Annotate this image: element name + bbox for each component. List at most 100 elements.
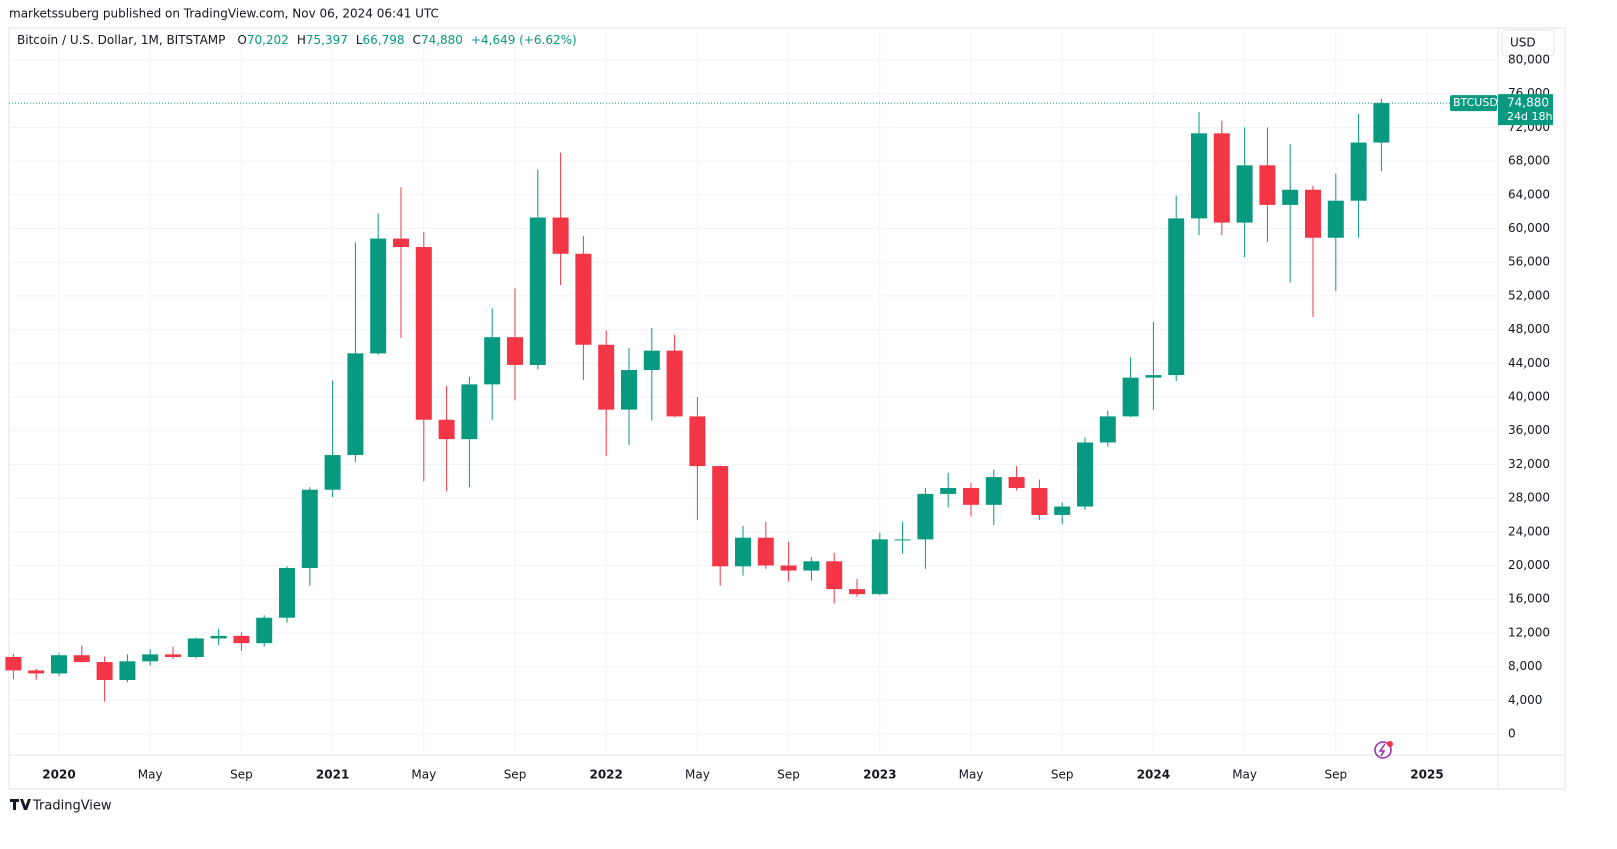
legend-key: L <box>356 33 363 47</box>
legend-value: 75,397 <box>306 33 348 47</box>
candle-body <box>871 539 888 595</box>
candle-body <box>894 539 911 541</box>
legend-key: H <box>297 33 306 47</box>
candle-body <box>73 655 90 663</box>
candle-body <box>985 477 1002 505</box>
x-tick-label: 2020 <box>42 768 75 782</box>
candle-body <box>735 537 751 567</box>
candles <box>5 98 1390 702</box>
y-tick-label: 64,000 <box>1508 187 1550 201</box>
y-tick-label: 44,000 <box>1508 356 1550 370</box>
y-tick-label: 20,000 <box>1508 558 1550 572</box>
x-tick-label: May <box>1232 768 1257 782</box>
price-tag-value: 74,880 <box>1507 96 1549 110</box>
candle-body <box>529 217 546 365</box>
candle-body <box>1099 416 1116 443</box>
candle-body <box>1054 506 1071 515</box>
candle-body <box>279 568 295 618</box>
brand-logo <box>10 799 31 810</box>
candle-body <box>666 350 683 417</box>
candle-body <box>826 561 843 590</box>
candle-body <box>484 337 501 385</box>
candle-body <box>1191 133 1207 219</box>
y-tick-label: 28,000 <box>1508 491 1550 505</box>
candle-body <box>712 466 729 567</box>
x-tick-label: Sep <box>230 768 253 782</box>
candle-body <box>187 638 204 657</box>
candle-body <box>1259 165 1276 205</box>
y-tick-label: 40,000 <box>1508 390 1550 404</box>
candle-body <box>552 217 569 254</box>
x-tick-label: 2025 <box>1410 768 1443 782</box>
x-tick-label: May <box>685 768 710 782</box>
legend-change: +4,649 (+6.62%) <box>471 33 577 47</box>
x-tick-label: Sep <box>504 768 527 782</box>
candle-body <box>963 487 979 505</box>
candle-body <box>1373 103 1390 143</box>
candle-body <box>165 654 181 657</box>
candle-body <box>347 353 364 456</box>
candle-body <box>1122 377 1139 417</box>
candle-body <box>1077 442 1093 507</box>
candle-body <box>1282 189 1299 205</box>
x-tick-label: Sep <box>1051 768 1074 782</box>
price-tag-countdown: 24d 18h <box>1507 110 1552 123</box>
candle-body <box>689 416 706 467</box>
candle-body <box>849 589 865 595</box>
candle-body <box>1145 375 1162 378</box>
legend: Bitcoin / U.S. Dollar, 1M, BITSTAMP O70,2… <box>17 33 577 47</box>
candle-body <box>1168 218 1185 376</box>
candle-body <box>507 337 523 365</box>
lightning-icon <box>1374 741 1393 759</box>
candle-body <box>917 493 934 540</box>
candle-body <box>96 662 113 680</box>
y-tick-label: 60,000 <box>1508 221 1550 235</box>
symbol: Bitcoin / U.S. Dollar, 1M, BITSTAMP <box>17 33 225 47</box>
x-tick-label: Sep <box>777 768 800 782</box>
candle-body <box>210 635 227 639</box>
y-tick-label: 24,000 <box>1508 524 1550 538</box>
price-tag-symbol-bg <box>1450 95 1497 112</box>
candle-body <box>233 635 250 644</box>
y-tick-label: 12,000 <box>1508 625 1550 639</box>
y-tick-label: 80,000 <box>1508 53 1550 67</box>
frame <box>8 27 1566 790</box>
legend-value: 66,798 <box>363 33 405 47</box>
currency-button[interactable] <box>1501 29 1555 57</box>
y-tick-label: 36,000 <box>1508 423 1550 437</box>
x-tick-label: May <box>411 768 436 782</box>
x-tick-label: May <box>959 768 984 782</box>
x-tick-label: 2022 <box>589 768 622 782</box>
candle-body <box>1008 477 1025 488</box>
candle-body <box>142 654 159 662</box>
candle-body <box>575 253 592 345</box>
price-tag-symbol: BTCUSD <box>1453 96 1498 109</box>
currency-label[interactable]: USD <box>1510 36 1536 50</box>
candle-body <box>1236 165 1253 223</box>
x-tick-label: 2024 <box>1137 768 1170 782</box>
candle-body <box>803 561 820 571</box>
y-tick-label: 4,000 <box>1508 693 1542 707</box>
candle-body <box>1350 142 1367 201</box>
y-tick-label: 56,000 <box>1508 255 1550 269</box>
candle-body <box>757 537 774 566</box>
candle-body <box>643 350 660 371</box>
x-tick-label: 2021 <box>316 768 349 782</box>
y-tick-label: 68,000 <box>1508 154 1550 168</box>
legend-value: 74,880 <box>421 33 463 47</box>
x-tick-label: May <box>138 768 163 782</box>
brand: TradingView <box>32 799 112 814</box>
candle-body <box>256 617 273 644</box>
x-tick-label: 2023 <box>863 768 896 782</box>
price-tag-bg <box>1498 94 1553 126</box>
candle-body <box>119 661 136 680</box>
candle-body <box>1305 189 1321 238</box>
y-tick-label: 8,000 <box>1508 659 1542 673</box>
candle-body <box>324 455 341 490</box>
grid <box>9 28 1498 755</box>
candle-body <box>438 419 455 440</box>
candle-body <box>370 238 387 354</box>
y-tick-label: 52,000 <box>1508 288 1550 302</box>
candle-body <box>461 384 478 440</box>
